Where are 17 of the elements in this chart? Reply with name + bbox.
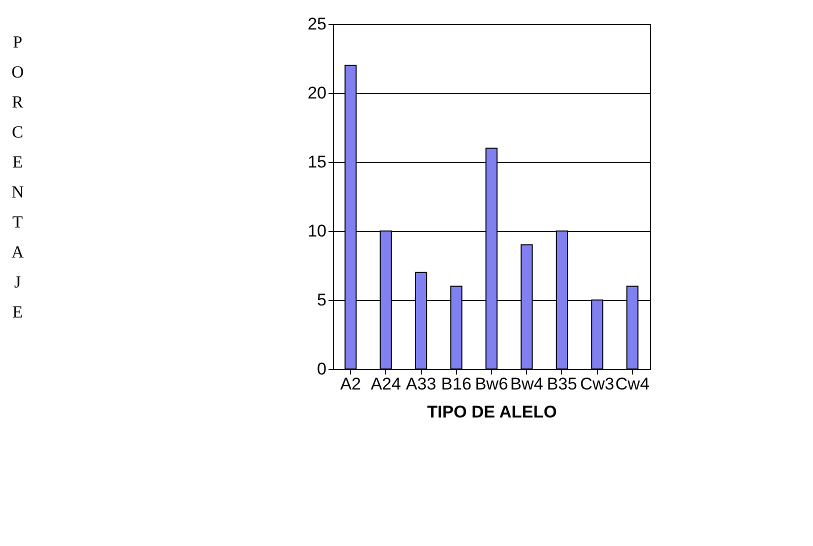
y-tick-label: 10: [308, 222, 326, 240]
x-tick-label: A33: [406, 374, 436, 394]
x-tick-label: Cw4: [615, 374, 650, 394]
y-tick-label: 25: [308, 14, 326, 34]
x-axis-title: TIPO DE ALELO: [427, 402, 557, 422]
x-tick-label: B16: [441, 374, 472, 394]
x-tick-label: Cw3: [580, 374, 614, 394]
y-tick-label: 20: [308, 84, 326, 102]
x-tick-label: B35: [546, 374, 578, 394]
x-tick-label: A2: [340, 374, 362, 394]
x-tick-label: Bw4: [510, 374, 544, 394]
y-tick-label: 0: [317, 360, 326, 378]
text: PORCENTAJE: [11, 32, 24, 322]
x-tick-label: Bw6: [474, 374, 508, 394]
y-tick-label: 5: [317, 290, 326, 310]
x-tick-label: A24: [370, 374, 401, 394]
y-tick-label: 15: [308, 152, 326, 172]
